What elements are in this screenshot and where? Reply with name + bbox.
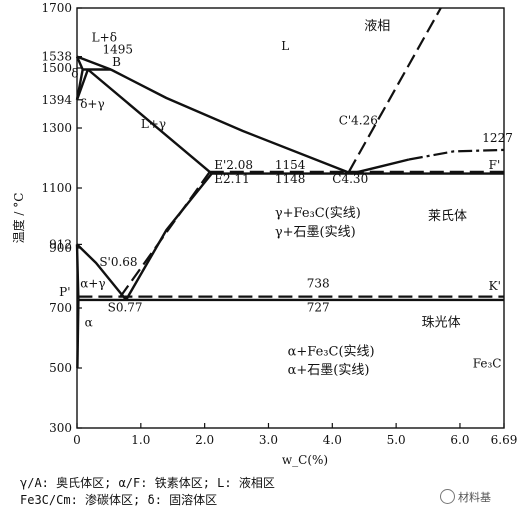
y-tick-label: 300 [49,421,72,435]
point-label: δ [71,67,78,81]
solid-line-solidus-JE [87,68,213,175]
region-label: α+Fe₃C(实线) [288,344,375,359]
temperature-label: 912 [49,237,72,251]
x-tick-label: 5.0 [387,433,406,447]
point-label: 1227 [482,131,513,145]
point-label: 727 [307,300,330,314]
x-tick-label: 0 [73,433,81,447]
legend-line-1: γ/A: 奥氏体区; α/F: 铁素体区; L: 液相区 [20,476,275,490]
y-tick-label: 1300 [41,121,72,135]
region-label: 莱氏体 [428,209,467,224]
solid-line-GP [75,244,80,300]
point-label: δ+γ [80,97,104,111]
point-label: α [85,316,93,330]
solid-line-liquidus-AB [76,55,112,71]
solid-line-GS [76,243,128,301]
region-label: 液相 [364,19,390,34]
wechat-icon [440,489,455,504]
solid-line-NJ [75,69,90,101]
dashed-line-liquidus-CD-prime [347,7,442,173]
point-label: K' [489,279,501,293]
point-label: 1148 [275,172,306,186]
y-tick-label: 900 [49,241,72,255]
region-label: L [281,39,289,53]
y-tick-label: 1500 [41,61,72,75]
region-label: γ+石墨(实线) [275,225,356,240]
x-tick-label: 6.0 [450,433,469,447]
point-label: S'0.68 [99,255,137,269]
point-label: C'4.26 [339,113,378,127]
point-label: α+γ [80,277,105,291]
x-tick-label: 3.0 [259,433,278,447]
temperature-label: 1538 [41,50,72,64]
watermark: 材料基 [440,489,491,505]
y-tick-label: 1100 [41,181,72,195]
y-axis-label: 温度 / °C [11,193,26,244]
watermark-text: 材料基 [458,491,491,504]
solid-line-PQ [76,299,80,369]
y-tick-label: 700 [49,301,72,315]
solid-line-liquidus-BC [110,68,352,175]
solid-line-solidus-AH [75,56,84,70]
solid-line-ES [125,172,213,301]
x-tick-label: 2.0 [195,433,214,447]
point-label: F' [489,158,501,172]
point-label: 738 [307,277,330,291]
y-tick-label: 1700 [41,1,72,15]
point-label: L+γ [141,117,166,131]
temperature-label: 1394 [41,93,72,107]
region-label: 珠光体 [422,316,461,331]
point-label: P' [59,285,70,299]
point-label: S0.77 [108,300,143,314]
plot-frame [76,7,505,429]
point-label: E'2.08 [214,158,253,172]
x-tick-label: 4.0 [323,433,342,447]
x-tick-label: 1.0 [131,433,150,447]
dashed-line-E-prime-S-prime [119,171,211,298]
region-label: Fe₃C [473,356,502,370]
point-label: 1495 [103,43,134,57]
point-label: E2.11 [214,172,249,186]
dashdot-line-CD-solubility [408,148,505,161]
point-label: 1154 [275,158,306,172]
x-tick-label: 6.69 [491,433,518,447]
point-label: C4.30 [332,172,368,186]
point-label: L+δ [92,31,117,45]
region-label: α+石墨(实线) [288,363,370,378]
point-label: B [112,55,121,69]
y-tick-label: 500 [49,361,72,375]
x-axis-label: w_C(%) [282,453,328,467]
region-label: γ+Fe₃C(实线) [275,206,361,221]
legend-line-2: Fe3C/Cm: 渗碳体区; δ: 固溶体区 [20,493,218,507]
